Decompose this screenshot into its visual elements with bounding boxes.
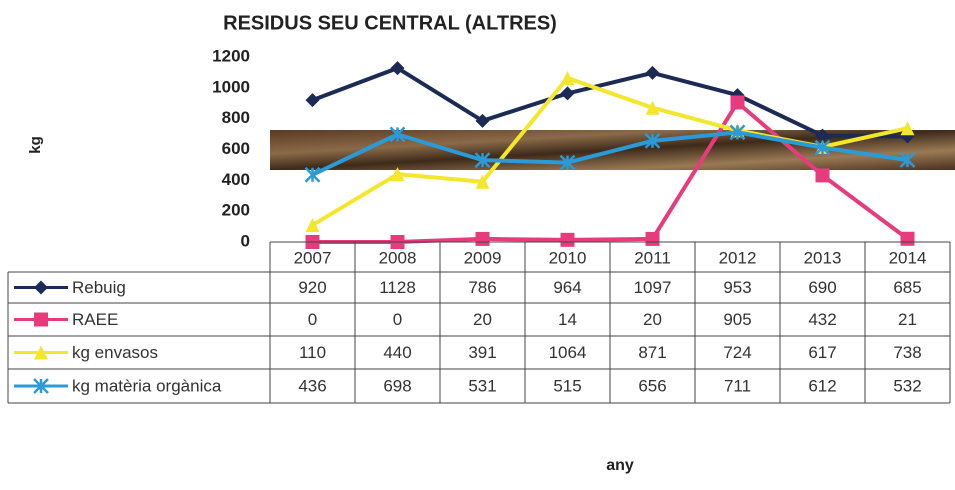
legend-entry: RAEE — [14, 310, 118, 329]
marker — [561, 233, 575, 247]
table-value: 690 — [808, 278, 836, 297]
table-value: 1064 — [549, 343, 587, 362]
marker — [731, 95, 745, 109]
page: {"chart_data": {"type": "line", "title":… — [0, 0, 955, 490]
table-value: 432 — [808, 310, 836, 329]
marker — [306, 168, 320, 182]
table-value: 871 — [638, 343, 666, 362]
y-tick-label: 200 — [222, 201, 250, 220]
table-value: 21 — [898, 310, 917, 329]
table-value: 920 — [298, 278, 326, 297]
table-value: 724 — [723, 343, 751, 362]
y-axis-label: kg — [27, 136, 44, 154]
marker — [646, 66, 660, 80]
table-value: 391 — [468, 343, 496, 362]
x-tick-label: 2009 — [464, 248, 502, 267]
marker — [306, 93, 320, 107]
y-tick-label: 800 — [222, 108, 250, 127]
table-value: 0 — [308, 310, 317, 329]
x-tick-label: 2013 — [804, 248, 842, 267]
table-value: 0 — [393, 310, 402, 329]
x-tick-label: 2007 — [294, 248, 332, 267]
marker — [34, 281, 48, 295]
marker — [561, 86, 575, 100]
table-value: 738 — [893, 343, 921, 362]
table-value: 20 — [643, 310, 662, 329]
table-value: 612 — [808, 376, 836, 395]
marker — [816, 168, 830, 182]
x-tick-label: 2011 — [634, 248, 671, 267]
x-tick-label: 2012 — [719, 248, 757, 267]
table-value: 436 — [298, 376, 326, 395]
series-line — [313, 68, 908, 136]
y-tick-label: 0 — [241, 231, 250, 250]
table-value: 617 — [808, 343, 836, 362]
marker — [476, 232, 490, 246]
table-value: 110 — [299, 343, 326, 362]
table-value: 698 — [383, 376, 411, 395]
table-value: 532 — [893, 376, 921, 395]
marker — [901, 232, 915, 246]
table-value: 1097 — [634, 278, 672, 297]
y-tick-label: 600 — [222, 139, 250, 158]
table-value: 531 — [468, 376, 496, 395]
legend-label: kg matèria orgànica — [72, 376, 222, 395]
y-tick-label: 1200 — [212, 46, 250, 65]
legend-label: RAEE — [72, 310, 118, 329]
x-tick-label: 2010 — [549, 248, 587, 267]
table-value: 515 — [553, 376, 581, 395]
x-tick-label: 2014 — [889, 248, 927, 267]
table-value: 711 — [724, 376, 751, 395]
table-value: 953 — [723, 278, 751, 297]
chart-title: RESIDUS SEU CENTRAL (ALTRES) — [223, 12, 557, 34]
legend-label: kg envasos — [72, 343, 158, 362]
table-value: 905 — [723, 310, 751, 329]
marker — [646, 232, 660, 246]
y-tick-label: 400 — [222, 170, 250, 189]
table-value: 685 — [893, 278, 921, 297]
marker — [34, 313, 48, 327]
table-value: 1128 — [379, 278, 416, 297]
x-tick-label: 2008 — [379, 248, 417, 267]
legend-entry: Rebuig — [14, 278, 126, 297]
table-value: 964 — [553, 278, 581, 297]
chart: RESIDUS SEU CENTRAL (ALTRES) kg any 0200… — [0, 0, 955, 490]
legend-label: Rebuig — [72, 278, 126, 297]
table-value: 786 — [468, 278, 496, 297]
table-value: 656 — [638, 376, 666, 395]
legend-entry: kg matèria orgànica — [14, 376, 222, 395]
table-value: 440 — [383, 343, 411, 362]
y-tick-label: 1000 — [212, 77, 250, 96]
table-value: 14 — [558, 310, 577, 329]
x-axis-label: any — [606, 457, 634, 474]
table-value: 20 — [473, 310, 492, 329]
legend-entry: kg envasos — [14, 343, 158, 362]
